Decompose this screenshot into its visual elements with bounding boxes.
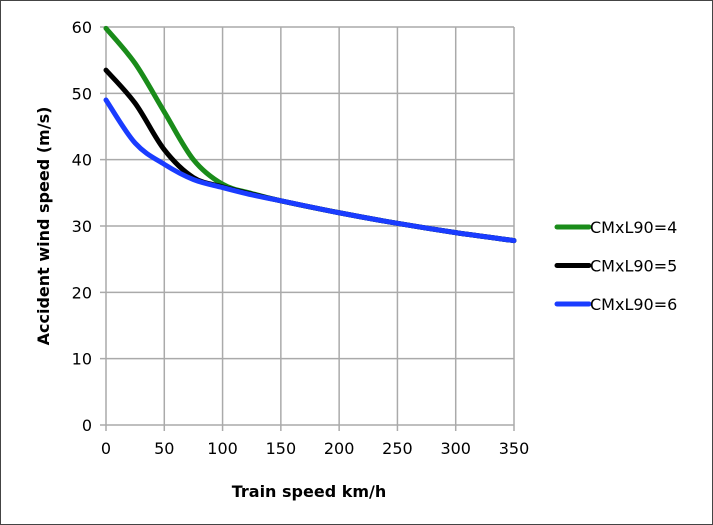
series-lines [103, 25, 517, 244]
y-tick-label: 10 [72, 350, 92, 369]
x-tick-label: 100 [207, 439, 238, 458]
x-tick-label: 200 [324, 439, 355, 458]
x-tick-label: 300 [440, 439, 471, 458]
legend: CMxL90=4 CMxL90=5 CMxL90=6 [554, 218, 677, 314]
legend-label: CMxL90=4 [590, 218, 677, 237]
x-axis-label: Train speed km/h [232, 482, 387, 501]
series-line-3 [103, 97, 517, 244]
y-tick-label: 30 [72, 217, 92, 236]
y-tick-label: 60 [72, 18, 92, 37]
series-line-2 [103, 67, 517, 244]
y-tick-label: 0 [82, 416, 92, 435]
legend-label: CMxL90=6 [590, 295, 677, 314]
y-tick-label: 40 [72, 151, 92, 170]
y-tick-label: 20 [72, 283, 92, 302]
x-tick-label: 0 [101, 439, 111, 458]
x-tick-label: 250 [382, 439, 413, 458]
x-tick-label: 350 [499, 439, 530, 458]
y-axis-label: Accident wind speed (m/s) [34, 107, 53, 346]
y-tick-label: 50 [72, 84, 92, 103]
grid [100, 26, 515, 431]
x-tick-label: 150 [266, 439, 297, 458]
legend-label: CMxL90=5 [590, 257, 677, 276]
tick-labels: 0 50 100 150 200 250 300 350 0 10 20 30 40 50 60 [72, 18, 530, 458]
x-tick-label: 50 [154, 439, 174, 458]
